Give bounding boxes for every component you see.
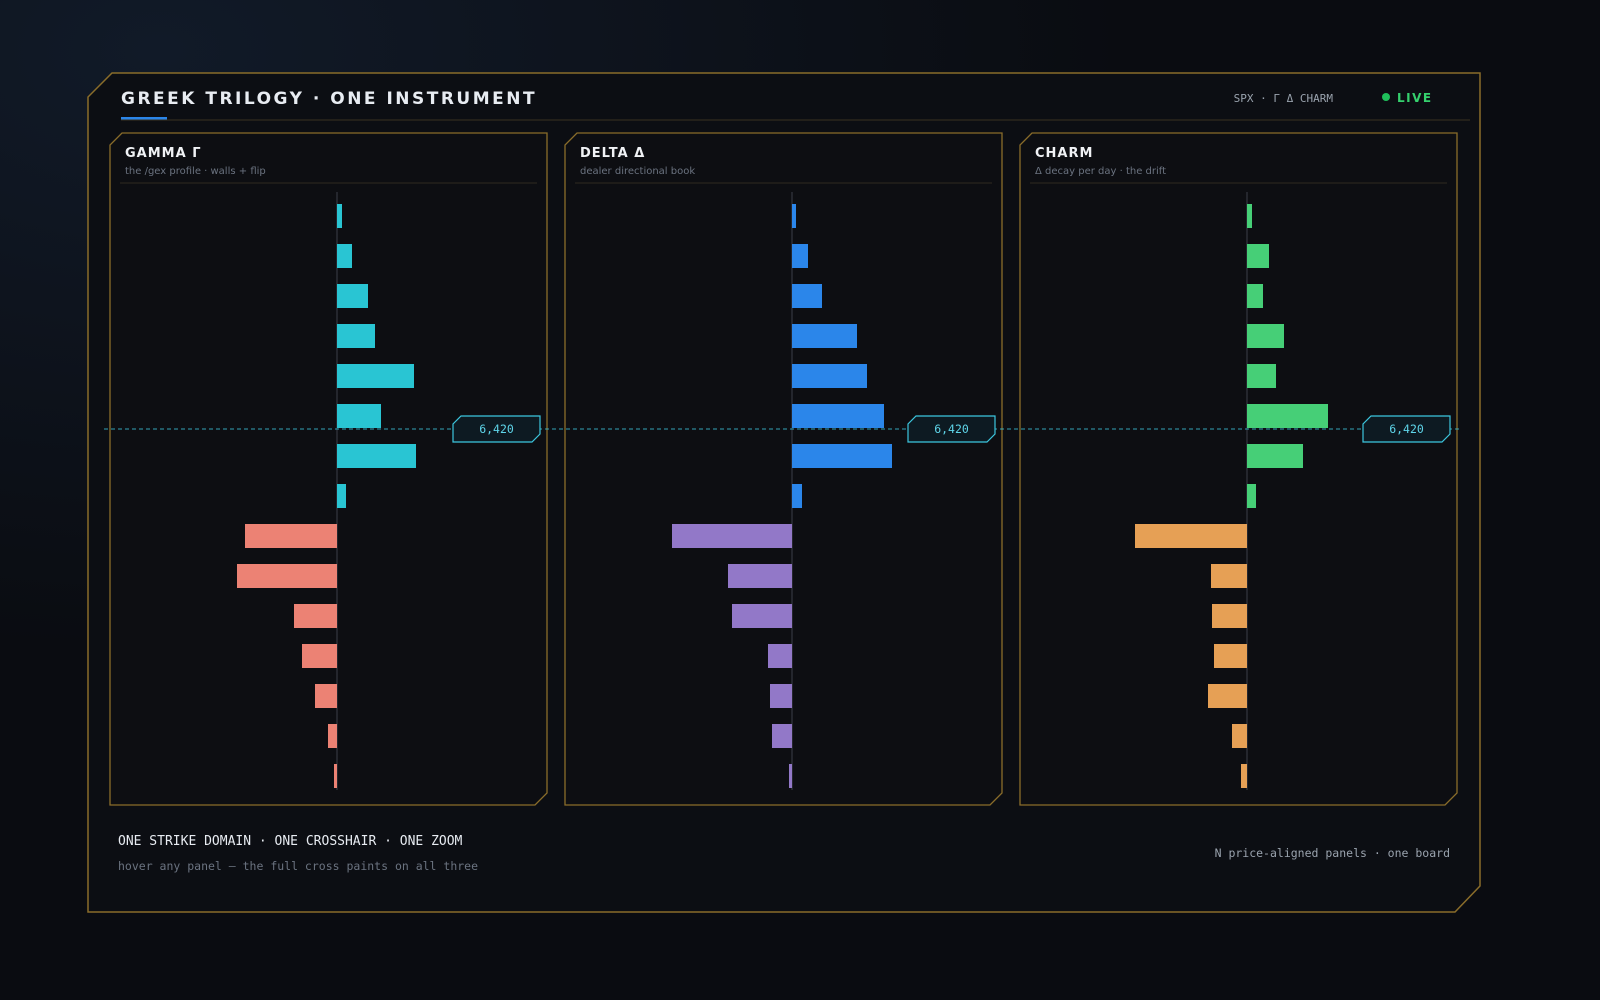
bar: [1241, 764, 1247, 788]
bar: [337, 444, 416, 468]
bar: [789, 764, 792, 788]
footer-note: N price-aligned panels · one board: [1215, 846, 1450, 860]
bar: [1208, 684, 1247, 708]
crosshair-label: 6,420: [479, 422, 514, 436]
bar: [337, 244, 352, 268]
footer-hint: hover any panel — the full cross paints …: [118, 859, 478, 873]
live-status: LIVE: [1397, 91, 1433, 105]
bar: [1247, 244, 1269, 268]
crosshair-tag: [907, 415, 996, 443]
panel-subtitle: Δ decay per day · the drift: [1035, 166, 1166, 177]
crosshair-label: 6,420: [1389, 422, 1424, 436]
panel-frame: [564, 132, 1003, 806]
bar: [1211, 564, 1247, 588]
bar: [728, 564, 792, 588]
bar: [1247, 444, 1303, 468]
bar: [337, 364, 414, 388]
bar: [237, 564, 337, 588]
panel-subtitle: dealer directional book: [580, 166, 695, 177]
bar: [1247, 204, 1252, 228]
title-underline: [121, 117, 167, 120]
bar: [1212, 604, 1247, 628]
bar: [328, 724, 337, 748]
bar: [302, 644, 337, 668]
panel-frame: [1019, 132, 1458, 806]
crosshair-tag: [1362, 415, 1451, 443]
bar: [792, 244, 808, 268]
bar: [1247, 484, 1256, 508]
bar: [294, 604, 337, 628]
bar: [337, 324, 375, 348]
panel-subtitle: the /gex profile · walls + flip: [125, 166, 266, 177]
panel-title: DELTA Δ: [580, 146, 645, 161]
bar: [792, 484, 802, 508]
bar: [1247, 364, 1276, 388]
panel-title: GAMMA Γ: [125, 146, 201, 161]
bar: [337, 484, 346, 508]
bar: [315, 684, 337, 708]
bar: [768, 644, 792, 668]
bar: [337, 204, 342, 228]
bar: [792, 324, 857, 348]
bar: [1135, 524, 1247, 548]
bar: [1247, 324, 1284, 348]
bar: [337, 284, 368, 308]
bar: [732, 604, 792, 628]
bar: [792, 204, 796, 228]
footer-headline: ONE STRIKE DOMAIN · ONE CROSSHAIR · ONE …: [118, 834, 463, 849]
bar: [792, 284, 822, 308]
bar: [772, 724, 792, 748]
bar: [334, 764, 337, 788]
crosshair-tag: [452, 415, 541, 443]
instrument: SPX · Γ Δ CHARM: [1234, 92, 1334, 105]
bar: [245, 524, 337, 548]
bar: [337, 404, 381, 428]
crosshair-label: 6,420: [934, 422, 969, 436]
bar: [770, 684, 792, 708]
bar: [792, 364, 867, 388]
bar: [792, 404, 884, 428]
bar: [1247, 404, 1328, 428]
bar: [1232, 724, 1247, 748]
bar: [1247, 284, 1263, 308]
bar: [1214, 644, 1247, 668]
bar: [672, 524, 792, 548]
panel-title: CHARM: [1035, 146, 1093, 161]
bar: [792, 444, 892, 468]
live-dot: [1382, 93, 1390, 101]
panel-frame: [109, 132, 548, 806]
board-title: GREEK TRILOGY · ONE INSTRUMENT: [121, 89, 537, 109]
